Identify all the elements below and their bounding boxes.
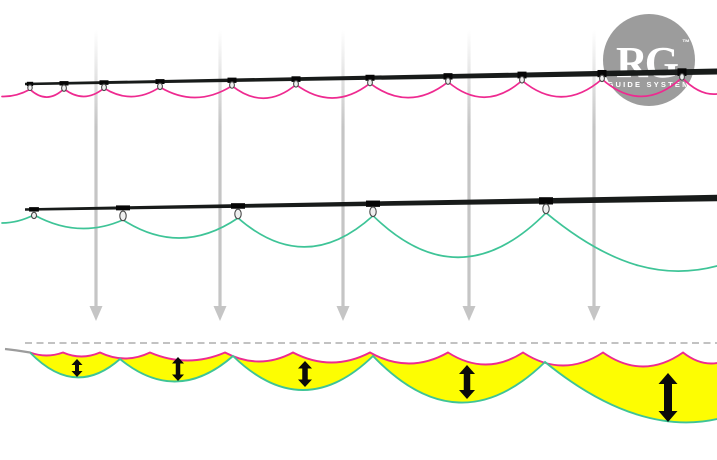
guide-wrap <box>227 77 237 83</box>
line-sag-comparison <box>4 342 717 424</box>
logo-circle <box>603 14 695 106</box>
guide-wrap <box>443 73 453 80</box>
guide-wrap <box>59 81 69 86</box>
guide-wrap <box>597 69 607 78</box>
gap-arrow-shaft <box>175 362 181 376</box>
guide-ring <box>519 76 525 84</box>
guide-ring <box>367 78 373 87</box>
gap-arrowhead-up-icon <box>172 357 184 364</box>
gap-arrowhead-down-icon <box>172 374 184 381</box>
down-arrow-shaft <box>94 30 98 307</box>
guide-ring <box>61 84 67 92</box>
down-arrow <box>336 30 350 321</box>
gap-arrowhead-up-icon <box>71 359 83 365</box>
guide-ring <box>27 84 33 92</box>
gap-arrow <box>658 373 678 422</box>
comparison-down-arrows <box>89 30 601 321</box>
down-arrow <box>89 30 103 321</box>
down-arrowhead-icon <box>336 306 350 321</box>
down-arrowhead-icon <box>213 306 227 321</box>
gap-arrow <box>71 359 83 377</box>
down-arrow <box>213 30 227 321</box>
gap-arrowhead-up-icon <box>459 365 475 374</box>
bottom-profile-green <box>29 351 717 424</box>
guide-wrap <box>29 207 39 212</box>
sag-difference-area <box>30 352 717 423</box>
guide-ring <box>445 77 451 85</box>
guide-wrap <box>539 197 553 205</box>
logo-text: RG <box>616 38 679 87</box>
fishing-line-green <box>1 211 717 272</box>
down-arrowhead-icon <box>587 306 601 321</box>
gap-arrowhead-down-icon <box>459 390 475 399</box>
gap-arrow <box>298 361 312 387</box>
guide-ring <box>369 206 377 218</box>
guide-ring <box>30 211 38 220</box>
guide-ring <box>599 74 605 83</box>
guide-wrap <box>155 79 165 85</box>
gap-arrow <box>459 365 475 399</box>
down-arrow <box>462 30 476 321</box>
gap-arrow-shaft <box>664 383 672 412</box>
guide-wrap <box>116 205 130 211</box>
logo-subtext: GUIDE SYSTEM <box>607 80 690 89</box>
gap-arrow-shaft <box>463 373 471 391</box>
gap-arrow <box>172 357 184 381</box>
guide-wrap <box>99 80 109 85</box>
down-arrow-shaft <box>592 30 596 307</box>
gap-arrowhead-up-icon <box>298 361 312 369</box>
guide-ring <box>679 73 685 81</box>
down-arrow-shaft <box>467 30 471 307</box>
guide-wrap <box>517 71 527 79</box>
rg-logo: RG ™ GUIDE SYSTEM <box>603 14 695 106</box>
gap-arrow-shaft <box>302 367 308 381</box>
rod-few-guides <box>1 194 717 272</box>
gap-arrowhead-up-icon <box>658 373 678 384</box>
down-arrowhead-icon <box>89 306 103 321</box>
gap-arrowhead-down-icon <box>298 379 312 387</box>
guide-wrap <box>366 200 380 207</box>
guide-ring <box>101 83 107 92</box>
bottom-profile-pink <box>29 351 717 368</box>
guide-wrap <box>677 68 687 76</box>
guide-wrap <box>231 203 245 209</box>
guide-wrap <box>291 76 301 82</box>
down-arrowhead-icon <box>462 306 476 321</box>
logo-trademark: ™ <box>682 38 690 47</box>
guide-ring <box>234 208 242 220</box>
guide-wrap <box>26 81 34 87</box>
guide-ring <box>119 210 127 222</box>
down-arrow-shaft <box>218 30 222 307</box>
down-arrow <box>587 30 601 321</box>
down-arrow-shaft <box>341 30 345 307</box>
guide-ring <box>542 203 550 215</box>
gap-arrow-shaft <box>75 364 79 372</box>
rod-tip-gray <box>4 347 31 354</box>
guide-wrap <box>365 74 375 81</box>
guide-ring <box>293 80 299 88</box>
gap-arrowhead-down-icon <box>658 411 678 422</box>
guide-ring <box>229 81 235 89</box>
guide-ring <box>157 82 163 91</box>
rod-many-guides <box>1 68 717 99</box>
gap-arrowhead-down-icon <box>71 371 83 377</box>
